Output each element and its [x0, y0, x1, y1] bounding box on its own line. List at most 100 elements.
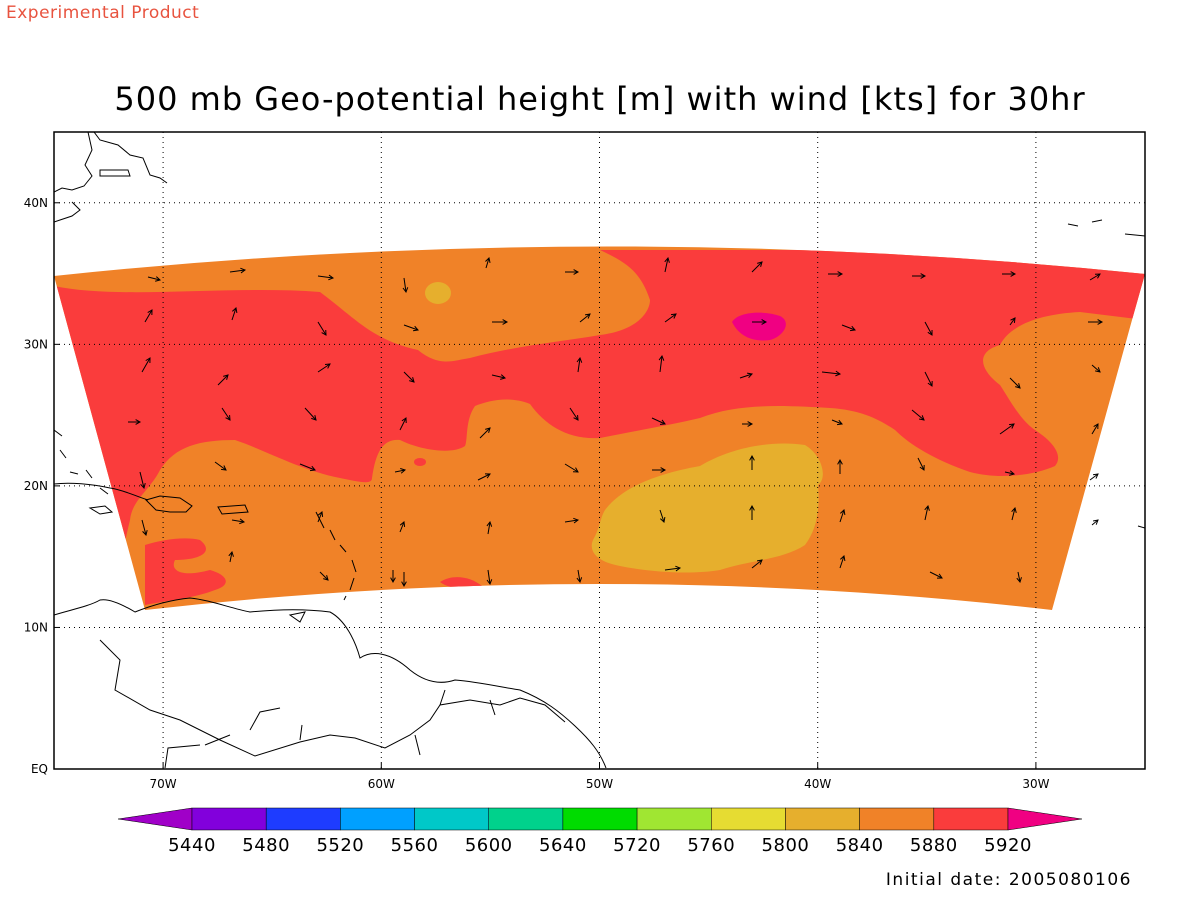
colorbar-swatch — [711, 807, 786, 831]
bahamas — [54, 429, 109, 495]
eastern-atlantic-islands — [1067, 219, 1145, 529]
wind-arrow — [317, 274, 335, 281]
colorbar-level-label: 5440 — [168, 835, 216, 856]
axis-tick-labels: 70W 60W 50W 40W 30W EQ 10N 20N 30N 40N — [24, 196, 1050, 791]
wind-arrow — [485, 257, 491, 269]
wind-arrow — [837, 458, 843, 474]
wind-arrow — [299, 463, 316, 472]
wind-arrow — [749, 504, 755, 520]
coastlines — [54, 132, 1145, 769]
wind-arrow — [1009, 377, 1021, 389]
colorbar-level-label: 5840 — [836, 835, 884, 856]
wind-arrow — [751, 559, 763, 569]
wind-arrow — [128, 419, 142, 425]
geopotential-height-field — [54, 246, 1145, 611]
wind-arrow — [576, 356, 583, 373]
initial-date-label: Initial date: 2005080106 — [885, 870, 1132, 890]
colorbar-level-label: 5480 — [242, 835, 290, 856]
wind-arrow — [144, 309, 153, 323]
wind-vectors — [128, 256, 1104, 588]
wind-arrow — [486, 569, 493, 586]
lon-tick-label: 60W — [368, 777, 395, 791]
colorbar-swatch — [859, 807, 935, 831]
field-5920-dot — [414, 458, 426, 466]
wind-arrow — [929, 571, 943, 579]
wind-arrow — [1009, 317, 1016, 326]
trinidad — [288, 611, 306, 623]
wind-arrow — [486, 520, 493, 535]
wind-arrow — [317, 363, 331, 373]
field-5960-cell — [732, 312, 786, 341]
colorbar: 5440 5480 5520 5560 5600 5640 5720 5760 5800 5840… — [117, 807, 1083, 856]
wind-arrow — [576, 569, 583, 584]
wind-arrow — [217, 374, 229, 386]
wind-arrow — [841, 324, 856, 332]
colorbar-level-label: 5520 — [316, 835, 364, 856]
wind-arrow — [403, 324, 419, 332]
wind-arrow — [147, 276, 162, 282]
lat-tick-label: EQ — [31, 762, 48, 776]
wind-arrow — [401, 572, 407, 588]
wind-arrow — [304, 407, 317, 421]
colorbar-low-arrow — [117, 807, 193, 831]
wind-arrow — [911, 409, 925, 421]
wind-arrow — [1011, 506, 1017, 521]
wind-arrow — [231, 307, 238, 321]
wind-arrow — [652, 467, 667, 473]
colorbar-level-label: 5920 — [984, 835, 1032, 856]
wind-arrow — [579, 313, 591, 323]
colorbar-level-label: 5720 — [613, 835, 661, 856]
wind-arrow — [839, 509, 846, 523]
colorbar-swatch — [562, 807, 638, 831]
cuba — [54, 482, 149, 501]
lat-tick-label: 20N — [24, 479, 48, 493]
wind-arrow — [390, 570, 396, 584]
colorbar-swatch — [414, 807, 489, 831]
wind-arrow — [228, 550, 234, 563]
experimental-product-label: Experimental Product — [6, 3, 200, 23]
wind-arrow — [1089, 273, 1101, 281]
wind-arrow — [739, 372, 753, 379]
wind-arrow — [831, 419, 843, 426]
wind-arrow — [214, 461, 227, 471]
colorbar-swatch — [265, 807, 341, 831]
wind-arrow — [399, 521, 406, 533]
lon-tick-label: 30W — [1022, 777, 1049, 791]
lat-tick-label: 40N — [24, 196, 48, 210]
wind-arrow — [1089, 473, 1099, 481]
wind-arrow — [999, 423, 1015, 435]
field-5840-cell — [425, 282, 451, 304]
colorbar-high-arrow — [1007, 807, 1083, 831]
wind-arrow — [664, 256, 670, 273]
wind-arrow — [1091, 423, 1099, 435]
wind-arrow — [659, 509, 666, 523]
wind-arrow — [402, 277, 409, 294]
wind-arrow — [491, 374, 507, 380]
colorbar-swatch — [340, 807, 415, 831]
wind-arrow — [664, 565, 682, 572]
wind-arrow — [141, 519, 148, 537]
wind-arrow — [912, 273, 927, 279]
colorbar-swatch — [191, 807, 267, 831]
puerto-rico — [217, 504, 249, 515]
wind-arrow — [828, 271, 844, 277]
colorbar-swatch — [488, 807, 564, 831]
wind-arrow — [317, 511, 324, 523]
wind-arrow — [1091, 364, 1101, 373]
wind-arrow — [319, 571, 329, 581]
colorbar-level-label: 5640 — [539, 835, 587, 856]
wind-arrow — [479, 427, 491, 439]
wind-arrow — [141, 357, 151, 373]
field-5920-region — [54, 250, 1145, 610]
wind-arrow — [569, 407, 579, 421]
colorbar-level-label: 5560 — [391, 835, 439, 856]
colorbar-level-label: 5800 — [762, 835, 810, 856]
field-5920-south-patch — [145, 538, 226, 605]
hispaniola — [145, 495, 193, 513]
wind-arrow — [1091, 519, 1099, 526]
wind-arrow — [752, 319, 768, 325]
wind-arrow — [565, 269, 580, 275]
lat-tick-label: 10N — [24, 620, 48, 634]
lon-tick-label: 40W — [804, 777, 831, 791]
wind-arrow — [231, 518, 246, 525]
